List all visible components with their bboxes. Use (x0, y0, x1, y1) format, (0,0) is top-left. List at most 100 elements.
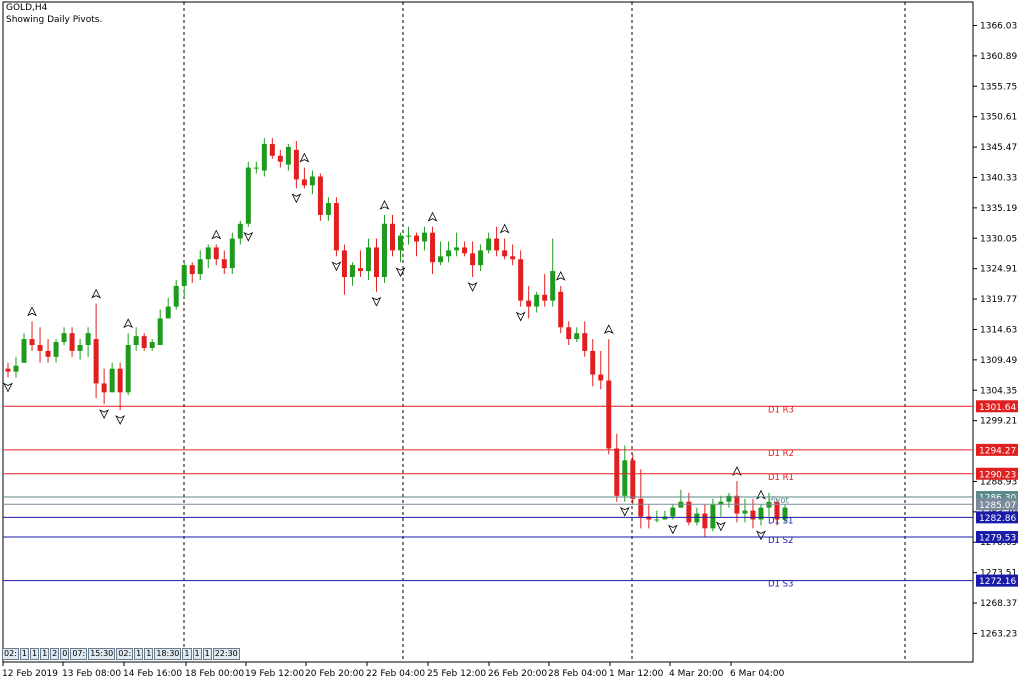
fractal-down-arrow (3, 382, 13, 393)
x-tick-label: 25 Feb 12:00 (427, 669, 486, 679)
pivot-level-label: D1 S1 (768, 516, 793, 526)
fractal-up-arrow (427, 211, 438, 222)
trade-history-chip: 02: (2, 648, 19, 660)
candle-body (630, 460, 636, 499)
y-tick-label: 1345.47 (980, 143, 1017, 153)
candle-body (21, 339, 27, 363)
candle-body (654, 519, 660, 521)
price-tag-label: 1294.27 (979, 446, 1016, 456)
candle-body (277, 155, 283, 162)
y-tick-label: 1330.05 (980, 234, 1017, 244)
fractal-up-arrow (499, 223, 510, 234)
candle-body (109, 368, 115, 393)
candle-body (414, 235, 420, 242)
candle-body (470, 253, 476, 266)
y-tick-label: 1355.75 (980, 82, 1017, 92)
fractal-up-arrow (27, 306, 37, 317)
fractal-up-arrow (211, 229, 222, 240)
price-tag-label: 1301.64 (979, 403, 1016, 413)
candle-body (237, 223, 243, 239)
candle-body (229, 238, 235, 269)
candle-body (718, 501, 724, 505)
trade-history-chip: 1 (29, 648, 40, 660)
candle-body (213, 247, 219, 260)
fractal-down-arrow (331, 261, 342, 272)
candle-body (646, 516, 652, 520)
candle-body (53, 342, 59, 357)
y-tick-label: 1309.49 (980, 356, 1017, 366)
candle-body (189, 265, 195, 275)
trade-history-chip: 15:30 (88, 648, 116, 660)
trade-history-chip: 02: (116, 648, 134, 660)
trade-history-chip: 1 (144, 648, 154, 660)
fractal-up-arrow (603, 324, 614, 334)
y-tick-label: 1273.51 (980, 569, 1017, 579)
current-price-label: 1285.07 (979, 501, 1016, 511)
candle-body (373, 247, 379, 277)
candle-body (389, 223, 395, 251)
candle-body (782, 507, 788, 520)
x-tick-label: 4 Mar 20:00 (669, 669, 724, 679)
y-tick-label: 1350.61 (980, 113, 1017, 123)
candle-body (309, 176, 315, 186)
fractal-down-arrow (395, 267, 406, 278)
candle-body (686, 501, 692, 523)
candle-body (85, 333, 91, 346)
chart-symbol-title: GOLD,H4 (6, 3, 48, 13)
pivot-level-label: D1 R2 (768, 449, 794, 459)
fractal-down-arrow (667, 524, 678, 535)
candle-body (141, 336, 147, 348)
price-tag-label: 1279.53 (979, 534, 1016, 544)
candle-body (205, 247, 211, 260)
plot-frame (2, 1, 974, 663)
candle-body (37, 345, 43, 351)
candle-body (317, 176, 323, 215)
y-tick-label: 1268.37 (980, 599, 1017, 609)
fractal-down-arrow (515, 311, 526, 322)
y-tick-label: 1304.35 (980, 386, 1017, 396)
candle-body (325, 203, 331, 215)
trade-history-chip: 1 (202, 648, 212, 660)
fractal-down-arrow (291, 193, 302, 204)
fractal-down-arrow (371, 296, 382, 307)
price-tag-box (976, 574, 1018, 587)
candle-body (125, 345, 131, 393)
x-tick-label: 22 Feb 04:00 (366, 669, 425, 679)
pivot-level-label: D1 S3 (768, 580, 793, 590)
fractal-up-arrow (299, 152, 310, 163)
candle-body (197, 259, 203, 275)
x-tick-label: 28 Feb 04:00 (548, 669, 607, 679)
candle-body (333, 203, 339, 251)
candle-body (165, 306, 171, 319)
candle-body (694, 513, 700, 523)
price-tag-label: 1282.86 (979, 514, 1016, 524)
candle-body (590, 350, 596, 375)
price-tag-box (976, 443, 1018, 456)
candle-body (341, 250, 347, 277)
candle-body (269, 143, 275, 156)
trade-history-chip: 0 (60, 648, 70, 660)
candle-body (77, 345, 83, 351)
fractal-down-arrow (99, 409, 110, 420)
x-tick-label: 20 Feb 20:00 (305, 669, 364, 679)
candle-body (438, 256, 444, 263)
x-tick-label: 1 Mar 12:00 (609, 669, 664, 679)
candle-body (181, 265, 187, 286)
candle-body (710, 504, 716, 529)
candle-body (133, 336, 139, 346)
y-tick-label: 1335.19 (980, 204, 1017, 214)
fractal-down-arrow (243, 231, 254, 242)
y-tick-label: 1324.91 (980, 265, 1017, 275)
candle-body (45, 350, 51, 357)
chart-indicator-caption: Showing Daily Pivots. (6, 15, 103, 25)
candle-body (253, 167, 259, 169)
trade-history-strip: 02: 1 1 1 2 0 07: 15:30 02: 1 1 18:30 1 1 1 22:30 (2, 648, 240, 660)
fractal-up-arrow (123, 318, 134, 329)
fractal-up-arrow (732, 466, 742, 476)
x-tick-label: 13 Feb 08:00 (62, 669, 121, 679)
candle-body (478, 250, 484, 266)
fractal-down-arrow (756, 530, 766, 541)
candle-body (598, 374, 604, 381)
candle-body (582, 333, 588, 351)
